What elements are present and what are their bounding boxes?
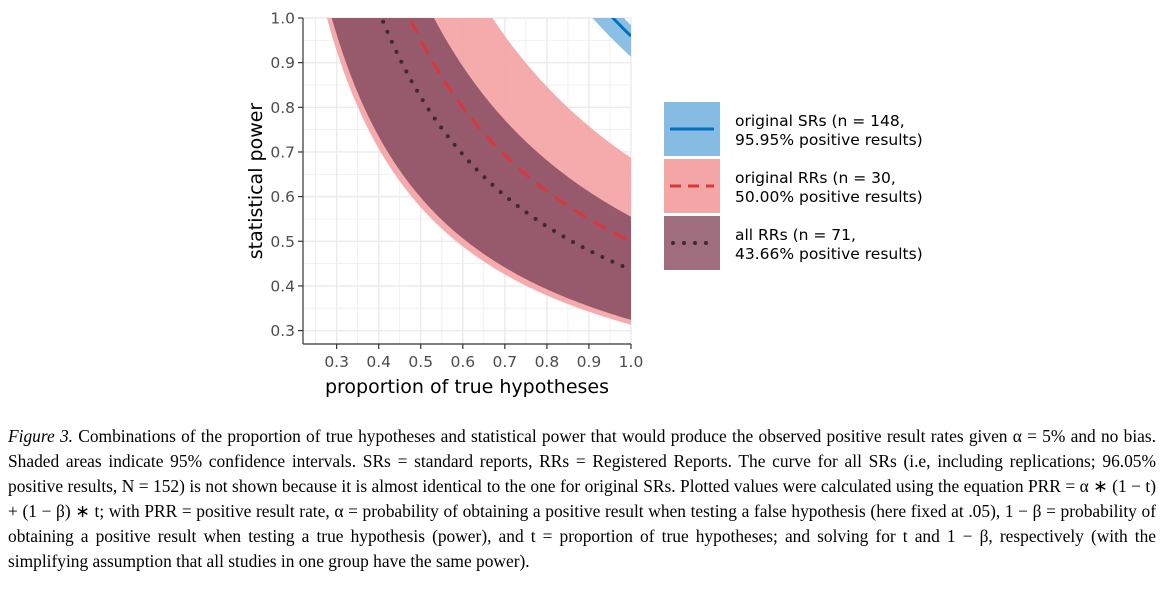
figure-caption: Figure 3. Combinations of the proportion… (8, 424, 1156, 574)
x-tick-label: 0.7 (493, 353, 518, 371)
x-tick-label: 0.8 (535, 353, 560, 371)
y-tick-label: 1.0 (270, 10, 295, 28)
axes (302, 18, 631, 345)
y-tick-label: 0.3 (270, 322, 295, 340)
y-tick-label: 0.6 (270, 188, 295, 206)
legend-label-line2: 43.66% positive results) (735, 245, 923, 263)
legend-label-line2: 95.95% positive results) (735, 131, 923, 149)
caption-paragraph: Figure 3. Combinations of the proportion… (8, 424, 1156, 574)
x-tick-label: 0.3 (324, 353, 349, 371)
x-tick-label: 1.0 (619, 353, 644, 371)
x-tick-label: 0.6 (450, 353, 475, 371)
legend-label-line1: original SRs (n = 148, (735, 112, 905, 130)
legend-label-line1: all RRs (n = 71, (735, 226, 856, 244)
x-tick-label: 0.4 (366, 353, 391, 371)
series-lines (379, 18, 631, 272)
y-tick-label: 0.8 (270, 99, 295, 117)
y-tick-label: 0.9 (270, 54, 295, 72)
y-tick-label: 0.7 (270, 143, 295, 161)
y-axis-title: statistical power (245, 103, 267, 260)
x-tick-label: 0.9 (577, 353, 602, 371)
x-tick-label: 0.5 (408, 353, 433, 371)
caption-text: Combinations of the proportion of true h… (8, 426, 1156, 571)
legend-label-line2: 50.00% positive results) (735, 188, 923, 206)
ci-band (331, 18, 631, 320)
caption-label: Figure 3. (8, 426, 73, 446)
power-chart: 0.3 0.4 0.5 0.6 0.7 0.8 0.9 1.0 0.3 0.4 0.5 0.6 0.7 0… (245, 10, 923, 399)
y-tick-label: 0.5 (270, 233, 295, 251)
series-line (408, 18, 631, 243)
legend-label-line1: original RRs (n = 30, (735, 169, 896, 187)
x-axis-title: proportion of true hypotheses (325, 376, 609, 398)
ticks: 0.3 0.4 0.5 0.6 0.7 0.8 0.9 1.0 0.3 0.4 0.5 0.6 0.7 0… (270, 10, 643, 372)
y-tick-label: 0.4 (270, 277, 295, 295)
legend: original SRs (n = 148,95.95% positive re… (664, 102, 923, 270)
